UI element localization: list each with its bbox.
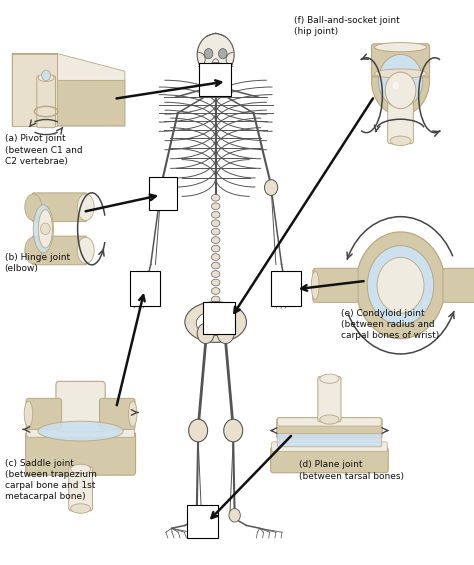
Ellipse shape [279, 280, 292, 290]
Ellipse shape [204, 63, 228, 79]
Text: (c) Saddle joint
(between trapezium
carpal bone and 1st
metacarpal bone): (c) Saddle joint (between trapezium carp… [5, 459, 97, 501]
Text: (a) Pivot joint
(between C1 and
C2 vertebrae): (a) Pivot joint (between C1 and C2 verte… [5, 134, 82, 166]
FancyBboxPatch shape [372, 44, 429, 77]
Polygon shape [12, 54, 125, 126]
Ellipse shape [185, 302, 246, 342]
Text: (b) Hinge joint
(elbow): (b) Hinge joint (elbow) [5, 253, 70, 273]
Ellipse shape [38, 421, 123, 441]
Circle shape [189, 419, 208, 442]
Circle shape [372, 46, 429, 115]
Ellipse shape [211, 305, 220, 311]
Text: (e) Condyloid joint
(between radius and
carpal bones of wrist): (e) Condyloid joint (between radius and … [341, 309, 439, 340]
FancyBboxPatch shape [100, 398, 135, 429]
FancyBboxPatch shape [26, 398, 62, 429]
FancyBboxPatch shape [32, 193, 87, 221]
Circle shape [378, 54, 423, 107]
FancyBboxPatch shape [277, 433, 382, 447]
Ellipse shape [320, 374, 339, 383]
Ellipse shape [374, 69, 427, 78]
FancyBboxPatch shape [130, 271, 160, 306]
Ellipse shape [211, 220, 220, 227]
FancyBboxPatch shape [199, 63, 231, 96]
Circle shape [155, 180, 168, 195]
Ellipse shape [71, 464, 91, 473]
FancyBboxPatch shape [443, 268, 474, 302]
Ellipse shape [25, 237, 42, 264]
Ellipse shape [211, 237, 220, 244]
Circle shape [204, 49, 213, 59]
Circle shape [356, 232, 445, 338]
FancyBboxPatch shape [203, 302, 235, 334]
FancyBboxPatch shape [272, 442, 387, 451]
FancyBboxPatch shape [271, 447, 388, 473]
FancyBboxPatch shape [318, 376, 341, 421]
Circle shape [197, 323, 214, 344]
Circle shape [224, 419, 243, 442]
Circle shape [191, 508, 202, 522]
Ellipse shape [24, 401, 33, 427]
Ellipse shape [374, 42, 427, 52]
FancyBboxPatch shape [388, 95, 413, 144]
Ellipse shape [211, 245, 220, 252]
Ellipse shape [211, 211, 220, 218]
FancyBboxPatch shape [69, 467, 92, 511]
Circle shape [219, 49, 227, 59]
Circle shape [367, 246, 434, 325]
Ellipse shape [209, 305, 223, 326]
FancyBboxPatch shape [278, 418, 381, 426]
Ellipse shape [211, 279, 220, 286]
Ellipse shape [390, 93, 411, 102]
Ellipse shape [211, 296, 220, 303]
Ellipse shape [211, 194, 220, 201]
Ellipse shape [77, 237, 94, 264]
Ellipse shape [390, 136, 411, 146]
Ellipse shape [77, 194, 94, 220]
Text: (f) Ball-and-socket joint
(hip joint): (f) Ball-and-socket joint (hip joint) [294, 16, 400, 36]
Ellipse shape [25, 194, 42, 220]
Ellipse shape [211, 288, 220, 294]
Polygon shape [57, 54, 125, 80]
Ellipse shape [211, 271, 220, 277]
Circle shape [42, 70, 51, 81]
FancyBboxPatch shape [149, 177, 177, 210]
Ellipse shape [71, 504, 91, 513]
Ellipse shape [139, 280, 152, 290]
FancyBboxPatch shape [56, 381, 105, 432]
FancyBboxPatch shape [277, 418, 382, 438]
FancyBboxPatch shape [313, 268, 358, 302]
FancyBboxPatch shape [37, 76, 55, 128]
Ellipse shape [128, 401, 137, 427]
Ellipse shape [211, 203, 220, 210]
Ellipse shape [38, 74, 54, 81]
Ellipse shape [392, 82, 399, 89]
Text: (d) Plane joint
(between tarsal bones): (d) Plane joint (between tarsal bones) [299, 460, 404, 481]
FancyBboxPatch shape [187, 505, 218, 538]
Circle shape [385, 72, 416, 108]
Ellipse shape [196, 311, 235, 336]
Ellipse shape [33, 205, 54, 253]
Ellipse shape [311, 271, 319, 299]
Ellipse shape [320, 415, 339, 424]
Polygon shape [12, 54, 57, 126]
Ellipse shape [211, 262, 220, 269]
FancyBboxPatch shape [32, 236, 87, 265]
Circle shape [264, 180, 278, 195]
Circle shape [41, 223, 50, 234]
Ellipse shape [211, 228, 220, 235]
FancyBboxPatch shape [27, 426, 135, 437]
FancyBboxPatch shape [271, 271, 301, 306]
Ellipse shape [38, 210, 53, 248]
Ellipse shape [211, 254, 220, 260]
Circle shape [229, 508, 240, 522]
Circle shape [377, 257, 424, 313]
Circle shape [217, 323, 234, 344]
FancyBboxPatch shape [26, 432, 136, 475]
Ellipse shape [197, 34, 234, 76]
